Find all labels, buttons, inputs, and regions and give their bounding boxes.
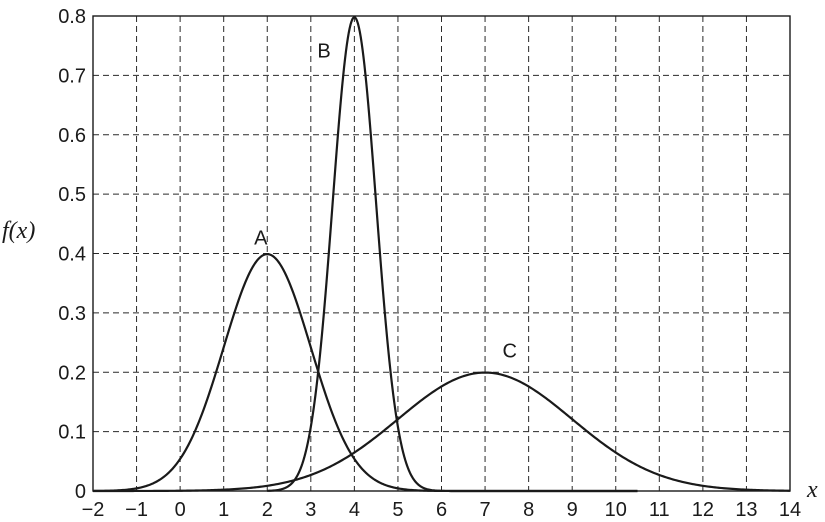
x-tick-label: 11 — [649, 499, 670, 521]
y-tick-label: 0.1 — [58, 422, 86, 444]
x-tick-labels: −2 −1 0 1 2 3 4 5 6 7 8 9 10 11 12 13 14 — [82, 499, 802, 521]
y-tick-label: 0.8 — [58, 6, 86, 28]
x-tick-label: 6 — [436, 499, 447, 521]
x-tick-label: 1 — [218, 499, 229, 521]
x-tick-label: 7 — [480, 499, 491, 521]
x-tick-label: 8 — [523, 499, 534, 521]
y-tick-label: 0.6 — [58, 125, 86, 147]
curve-label-A: A — [254, 228, 268, 250]
x-tick-label: 9 — [567, 499, 578, 521]
x-tick-label: 10 — [605, 499, 627, 521]
x-tick-label: 13 — [735, 499, 757, 521]
y-tick-label: 0.3 — [58, 303, 86, 325]
curve-label-B: B — [317, 41, 330, 63]
curve-C — [92, 371, 791, 493]
curve-B — [267, 16, 638, 493]
grid — [93, 16, 790, 491]
x-tick-label: −1 — [125, 499, 148, 521]
plot-frame — [92, 15, 791, 492]
y-tick-labels: 0 0.1 0.2 0.3 0.4 0.5 0.6 0.7 0.8 — [58, 6, 86, 503]
x-tick-label: 3 — [305, 499, 316, 521]
y-tick-label: 0.2 — [58, 362, 86, 384]
x-tick-label: 2 — [262, 499, 273, 521]
y-tick-label: 0.4 — [58, 244, 86, 266]
y-tick-label: 0.5 — [58, 184, 86, 206]
y-tick-label: 0 — [75, 481, 86, 503]
y-tick-label: 0.7 — [58, 65, 86, 87]
x-tick-label: 4 — [349, 499, 360, 521]
y-axis-title: f(x) — [2, 218, 35, 244]
x-tick-label: 0 — [175, 499, 186, 521]
x-tick-label: 5 — [392, 499, 403, 521]
x-tick-label: 12 — [692, 499, 714, 521]
x-tick-label: 14 — [779, 499, 801, 521]
x-tick-label: −2 — [82, 499, 105, 521]
curve-label-C: C — [502, 340, 516, 362]
curve-labels: A B C — [254, 41, 517, 363]
x-axis-title: x — [806, 477, 818, 503]
